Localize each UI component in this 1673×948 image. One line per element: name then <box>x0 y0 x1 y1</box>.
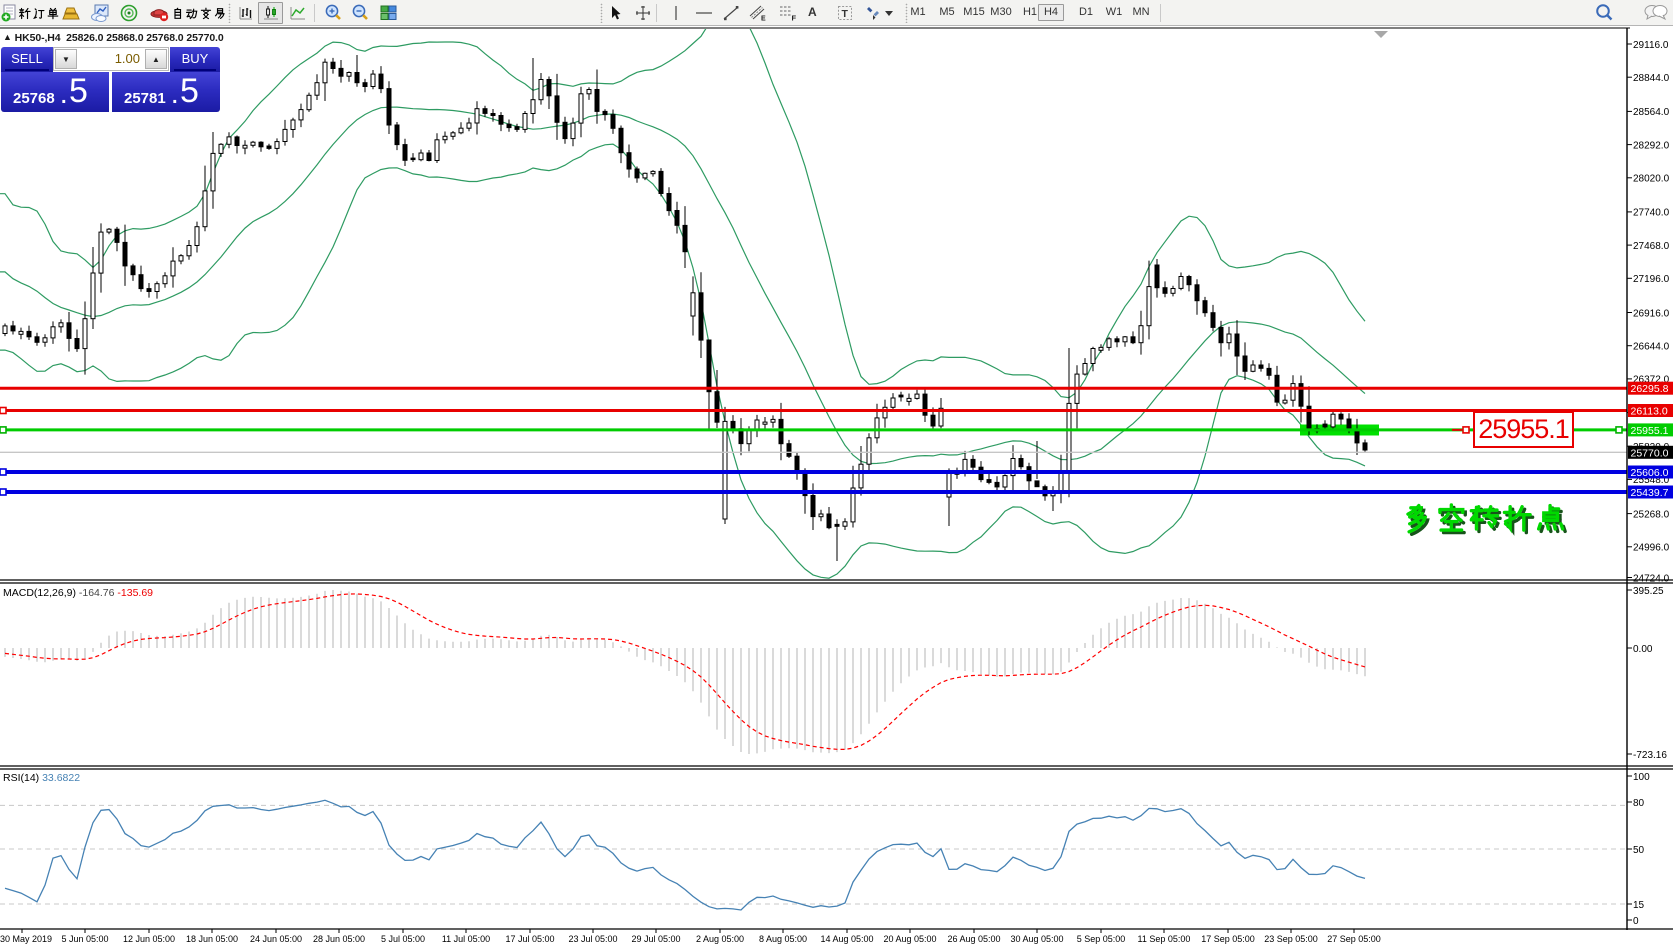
svg-text:30 May 2019: 30 May 2019 <box>0 934 52 944</box>
svg-text:100: 100 <box>1633 772 1650 783</box>
svg-text:28564.0: 28564.0 <box>1633 107 1670 118</box>
svg-text:27468.0: 27468.0 <box>1633 241 1670 252</box>
svg-text:0.00: 0.00 <box>1633 644 1653 655</box>
svg-text:5 Sep 05:00: 5 Sep 05:00 <box>1077 934 1126 944</box>
svg-text:26113.0: 26113.0 <box>1631 406 1668 418</box>
svg-text:14 Aug 05:00: 14 Aug 05:00 <box>820 934 873 944</box>
svg-text:28020.0: 28020.0 <box>1633 174 1670 185</box>
svg-text:27 Sep 05:00: 27 Sep 05:00 <box>1327 934 1381 944</box>
svg-text:MACD(12,26,9) -164.76 -135.69: MACD(12,26,9) -164.76 -135.69 <box>3 587 153 599</box>
svg-text:18 Jun 05:00: 18 Jun 05:00 <box>186 934 238 944</box>
svg-text:50: 50 <box>1633 845 1645 856</box>
svg-text:8 Aug 05:00: 8 Aug 05:00 <box>759 934 807 944</box>
svg-text:25268.0: 25268.0 <box>1633 509 1670 520</box>
svg-text:28 Jun 05:00: 28 Jun 05:00 <box>313 934 365 944</box>
svg-text:25955.1: 25955.1 <box>1631 425 1669 437</box>
svg-text:11 Jul 05:00: 11 Jul 05:00 <box>442 934 490 944</box>
svg-text:24724.0: 24724.0 <box>1633 573 1670 584</box>
svg-text:23 Jul 05:00: 23 Jul 05:00 <box>568 934 617 944</box>
svg-text:0: 0 <box>1633 916 1639 927</box>
svg-text:2 Aug 05:00: 2 Aug 05:00 <box>696 934 744 944</box>
svg-text:25439.7: 25439.7 <box>1631 487 1669 499</box>
svg-text:F: F <box>792 14 797 23</box>
svg-text:E: E <box>761 16 766 23</box>
svg-text:5 Jun 05:00: 5 Jun 05:00 <box>61 934 108 944</box>
svg-text:T: T <box>842 8 849 20</box>
svg-text:20 Aug 05:00: 20 Aug 05:00 <box>883 934 936 944</box>
svg-text:29116.0: 29116.0 <box>1633 40 1669 51</box>
svg-text:17 Sep 05:00: 17 Sep 05:00 <box>1201 934 1255 944</box>
svg-text:5 Jul 05:00: 5 Jul 05:00 <box>381 934 425 944</box>
svg-text:30 Aug 05:00: 30 Aug 05:00 <box>1010 934 1063 944</box>
svg-text:28292.0: 28292.0 <box>1633 140 1670 151</box>
svg-text:11 Sep 05:00: 11 Sep 05:00 <box>1138 934 1191 944</box>
svg-text:29 Jul 05:00: 29 Jul 05:00 <box>631 934 680 944</box>
svg-text:26372.0: 26372.0 <box>1633 375 1670 386</box>
svg-text:395.25: 395.25 <box>1633 586 1664 597</box>
svg-text:25770.0: 25770.0 <box>1631 447 1669 459</box>
svg-text:24996.0: 24996.0 <box>1633 543 1670 554</box>
svg-text:-723.16: -723.16 <box>1633 750 1667 761</box>
svg-text:15: 15 <box>1633 900 1645 911</box>
svg-text:26916.0: 26916.0 <box>1633 308 1670 319</box>
svg-text:26295.8: 26295.8 <box>1631 383 1669 395</box>
svg-text:24 Jun 05:00: 24 Jun 05:00 <box>250 934 302 944</box>
svg-text:RSI(14) 33.6822: RSI(14) 33.6822 <box>3 772 80 784</box>
svg-text:23 Sep 05:00: 23 Sep 05:00 <box>1264 934 1318 944</box>
svg-text:27740.0: 27740.0 <box>1633 208 1670 219</box>
svg-text:80: 80 <box>1633 798 1645 809</box>
svg-text:25548.0: 25548.0 <box>1633 475 1670 486</box>
svg-text:17 Jul 05:00: 17 Jul 05:00 <box>505 934 554 944</box>
svg-text:25606.0: 25606.0 <box>1631 467 1669 479</box>
svg-text:12 Jun 05:00: 12 Jun 05:00 <box>123 934 175 944</box>
svg-text:26 Aug 05:00: 26 Aug 05:00 <box>947 934 1000 944</box>
svg-text:26644.0: 26644.0 <box>1633 342 1670 353</box>
svg-text:27196.0: 27196.0 <box>1633 274 1670 285</box>
svg-text:28844.0: 28844.0 <box>1633 73 1670 84</box>
